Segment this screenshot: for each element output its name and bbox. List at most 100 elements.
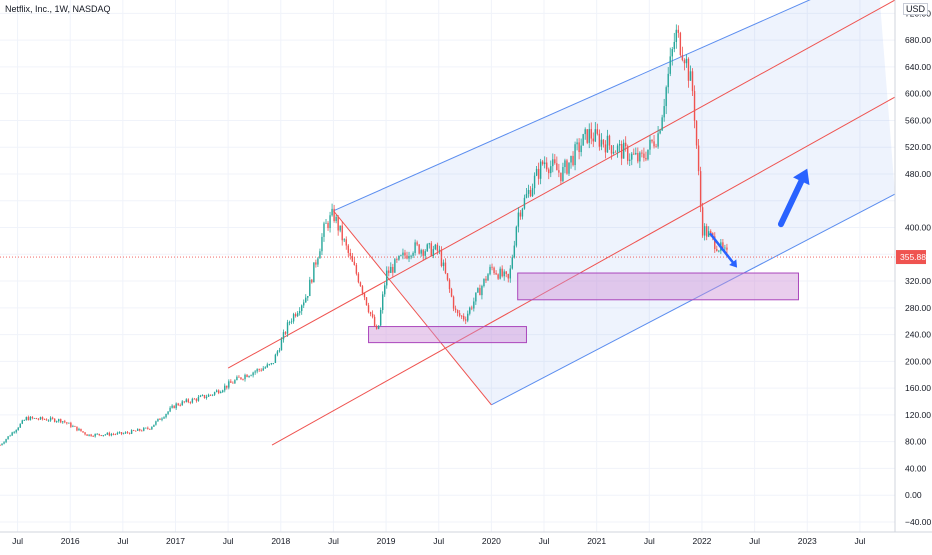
- candle-body: [633, 153, 635, 155]
- candle-body: [165, 413, 167, 418]
- candle-body: [337, 216, 339, 231]
- candle-body: [17, 427, 19, 430]
- candle-body: [197, 396, 200, 401]
- candle-body: [209, 394, 212, 396]
- candle-body: [141, 430, 143, 432]
- candle-body: [604, 144, 607, 153]
- candle-body: [39, 417, 42, 420]
- candle-body: [68, 422, 70, 424]
- candle-body: [232, 382, 234, 384]
- candle-body: [112, 434, 115, 435]
- candle-body: [683, 60, 686, 64]
- candle-body: [100, 435, 102, 436]
- candle-body: [624, 142, 627, 147]
- candle-body: [353, 261, 356, 266]
- candle-body: [543, 162, 546, 165]
- candle-body: [592, 138, 595, 142]
- candle-body: [220, 391, 222, 394]
- candle-body: [236, 376, 238, 381]
- candle-body: [432, 249, 435, 256]
- candle-body: [456, 309, 459, 314]
- candle-body: [80, 428, 82, 432]
- candle-body: [606, 135, 609, 153]
- y-tick-label: 40.00: [905, 463, 927, 473]
- candle-body: [260, 369, 262, 371]
- candle-body: [627, 146, 629, 161]
- candle-body: [41, 417, 44, 420]
- candle-body: [548, 169, 550, 174]
- candle-body: [570, 155, 572, 163]
- candle-body: [590, 129, 592, 139]
- candle-body: [217, 390, 220, 394]
- x-tick-label: Jul: [117, 536, 128, 546]
- candle-body: [483, 278, 485, 287]
- candle-body: [402, 252, 404, 256]
- candle-body: [602, 139, 605, 145]
- candle-body: [193, 398, 196, 400]
- candle-body: [88, 434, 90, 436]
- candle-body: [234, 380, 236, 384]
- candle-body: [181, 401, 183, 406]
- candle-body: [211, 394, 214, 396]
- candle-body: [527, 189, 530, 194]
- candle-body: [705, 226, 708, 237]
- candle-body: [533, 175, 536, 189]
- candle-body: [94, 433, 96, 437]
- candle-body: [143, 427, 145, 431]
- candle-body: [321, 236, 323, 252]
- candle-body: [153, 424, 155, 427]
- candle-body: [681, 54, 684, 61]
- candle-body: [373, 316, 376, 327]
- candle-body: [726, 247, 728, 250]
- currency-badge[interactable]: USD: [902, 3, 928, 15]
- candle-body: [710, 231, 712, 234]
- candle-body: [515, 226, 518, 246]
- candle-body: [55, 421, 58, 422]
- candle-body: [357, 273, 360, 283]
- trendlines[interactable]: [0, 0, 896, 446]
- candle-body: [568, 162, 570, 174]
- candle-body: [134, 430, 137, 432]
- price-axis-bg: [895, 0, 932, 550]
- candle-body: [23, 420, 26, 421]
- candle-body: [228, 381, 230, 388]
- candle-body: [588, 129, 590, 143]
- candle-body: [614, 151, 617, 153]
- candle-body: [616, 145, 619, 152]
- candle-body: [691, 71, 694, 92]
- candle-body: [151, 426, 153, 430]
- support-zone: [368, 326, 527, 344]
- candle-body: [309, 279, 311, 297]
- y-tick-label: 160.00: [905, 383, 931, 393]
- support-zones[interactable]: [368, 272, 799, 344]
- candle-body: [104, 434, 107, 436]
- candle-body: [244, 374, 246, 380]
- candle-body: [487, 274, 489, 281]
- candle-body: [390, 266, 392, 273]
- candle-body: [639, 152, 641, 162]
- candle-body: [541, 161, 544, 165]
- candle-body: [689, 71, 692, 81]
- candle-body: [428, 243, 430, 245]
- candle-body: [392, 266, 394, 273]
- candle-body: [564, 160, 566, 168]
- candle-body: [195, 398, 198, 401]
- candle-body: [272, 362, 275, 364]
- candle-body: [185, 399, 187, 402]
- candle-body: [203, 395, 206, 398]
- candle-body: [708, 231, 710, 237]
- candle-body: [66, 422, 68, 424]
- candle-body: [416, 242, 418, 245]
- candle-body: [19, 423, 21, 428]
- last-price-tag: [896, 250, 926, 265]
- candle-body: [641, 152, 643, 154]
- candle-body: [612, 151, 615, 154]
- candle-body: [169, 407, 171, 412]
- candle-body: [503, 271, 505, 277]
- candle-body: [222, 390, 224, 392]
- arrows[interactable]: [709, 168, 810, 268]
- candle-body: [311, 279, 313, 283]
- candle-body: [560, 172, 562, 182]
